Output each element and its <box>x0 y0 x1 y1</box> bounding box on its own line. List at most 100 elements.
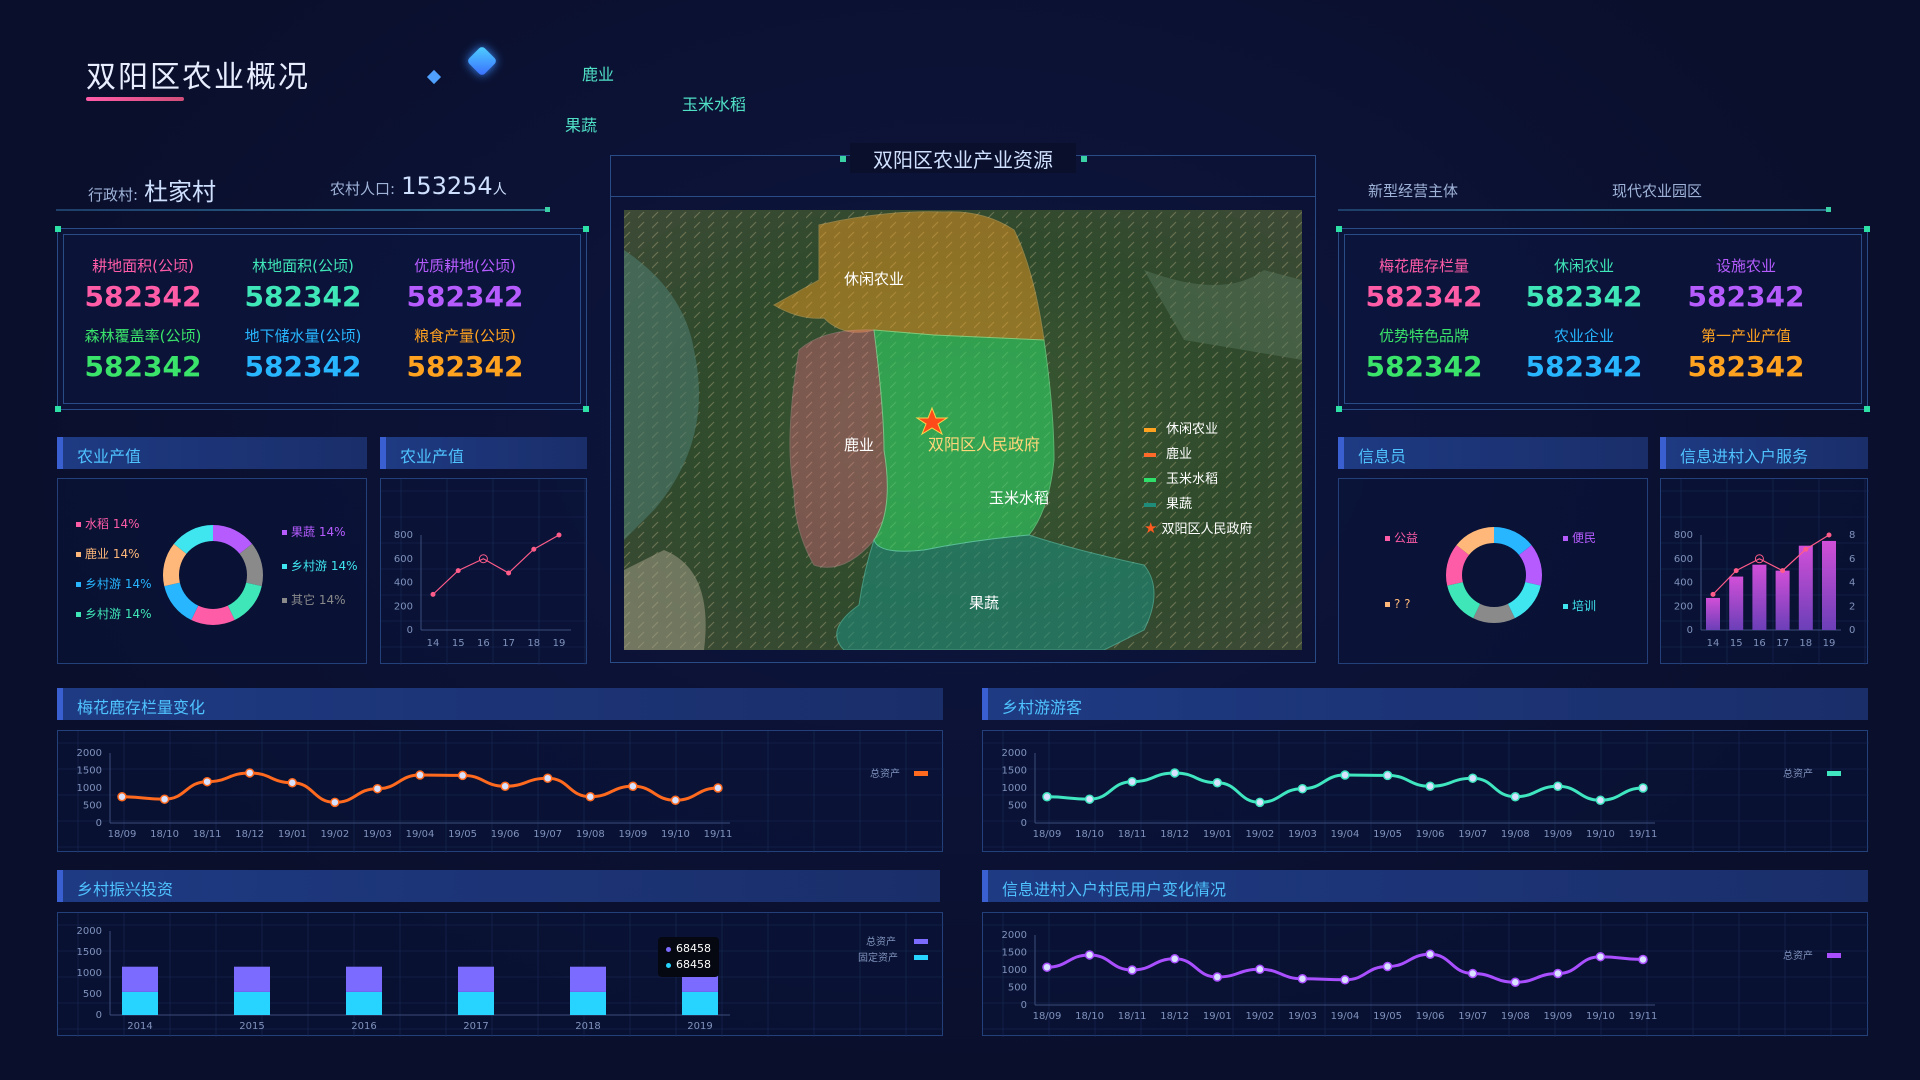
tab-modern-parks[interactable]: 现代农业园区 <box>1612 182 1703 200</box>
kpi-label: 设施农业 <box>1715 257 1776 275</box>
legend-label: 培训 <box>1572 599 1597 613</box>
x-tick-label: 14 <box>1707 638 1720 649</box>
kpi-value: 582342 <box>1365 280 1483 313</box>
donut-slice <box>1507 581 1541 619</box>
y-tick-label: 500 <box>83 801 102 812</box>
right-kpi: 设施农业 582342 <box>1671 255 1821 313</box>
right-kpi: 优势特色品牌 582342 <box>1349 325 1499 383</box>
legend-label: 鹿业 14% <box>85 547 140 561</box>
left-kpi: 森林覆盖率(公顷) 582342 <box>68 325 218 383</box>
series-line <box>432 534 560 595</box>
donut-legend-item[interactable]: 培训 <box>1563 597 1596 614</box>
revival-bar-chart: 0 500 1000 1500 2000 2014 2015 2016 2017 2018 2019… <box>57 912 944 1037</box>
x-tick-label: 19/11 <box>704 829 733 840</box>
y-tick-label: 1000 <box>1002 783 1027 794</box>
data-point <box>585 792 596 802</box>
map-legend-item[interactable]: ★ 双阳区人民政府 <box>1144 518 1252 537</box>
donut-legend-item[interactable]: 乡村游 14% <box>76 605 152 622</box>
y-tick-label: 800 <box>394 530 413 541</box>
legend-label: 总资产 <box>1783 949 1813 962</box>
data-point <box>1595 795 1606 805</box>
donut-legend-item[interactable]: 便民 <box>1563 529 1596 546</box>
line-chart-small: 0 200 400 600 800 14 15 16 17 18 19 <box>380 478 588 665</box>
x-tick-label: 18 <box>527 638 540 649</box>
satellite-map[interactable]: 休闲农业 鹿业 双阳区人民政府 玉米水稻 果蔬 <box>624 210 1302 650</box>
donut-legend-item[interactable]: 其它 14% <box>282 591 346 608</box>
data-point <box>1042 792 1052 802</box>
kpi-label: 第一产业产值 <box>1700 327 1791 345</box>
legend-label: ? ? <box>1394 597 1411 611</box>
legend-swatch <box>1144 427 1156 432</box>
data-point <box>531 546 537 552</box>
map-label-gov: 双阳区人民政府 <box>928 435 1040 454</box>
y-tick-label: 1500 <box>1002 766 1027 777</box>
data-point <box>713 783 723 793</box>
y-tick-label: 1500 <box>77 766 102 777</box>
x-tick-label: 16 <box>1753 638 1766 649</box>
legend-label: 玉米水稻 <box>1166 472 1219 487</box>
divider <box>56 209 548 211</box>
section-head-info-staff: 信息员 <box>1338 437 1648 469</box>
legend-label: 固定资产 <box>858 951 898 964</box>
right-kpi: 梅花鹿存栏量 582342 <box>1349 255 1499 313</box>
data-point <box>1255 964 1265 975</box>
x-tick-label: 19/02 <box>320 829 349 840</box>
x-tick-label: 17 <box>1776 638 1789 649</box>
kpi-label: 休闲农业 <box>1553 257 1614 275</box>
village-info: 行政村: 杜家村 <box>88 172 216 207</box>
page-title: 双阳区农业概况 <box>86 60 310 95</box>
donut-legend-item[interactable]: 乡村游 14% <box>282 557 358 574</box>
bar-chart-small: 0 200 400 600 800 0 2 4 6 8 14 15 16 17 18 19 <box>1660 478 1869 665</box>
data-point <box>455 568 461 574</box>
x-tick-label: 2016 <box>351 1021 376 1032</box>
x-tick-label: 2019 <box>687 1021 712 1032</box>
donut-slice <box>1447 581 1481 619</box>
data-point <box>430 591 436 597</box>
donut-slice <box>212 525 253 555</box>
y-tick-label: 800 <box>1674 530 1693 541</box>
y-tick-label: 400 <box>1674 578 1693 589</box>
legend-swatch <box>1144 452 1156 457</box>
donut-legend-item[interactable]: 鹿业 14% <box>76 545 140 562</box>
legend-label: 双阳区人民政府 <box>1161 522 1253 537</box>
x-tick-label: 15 <box>1730 638 1743 649</box>
map-legend-item[interactable]: 鹿业 <box>1144 443 1192 462</box>
y-tick-label: 600 <box>1674 554 1693 565</box>
donut-legend-item[interactable]: 果蔬 14% <box>282 523 346 540</box>
bar <box>1798 545 1813 630</box>
x-tick-label: 18/11 <box>193 829 222 840</box>
chart-tooltip: 68458 68458 <box>658 937 719 977</box>
x-tick-label: 2015 <box>239 1021 264 1032</box>
tab-new-operators[interactable]: 新型经营主体 <box>1368 182 1459 200</box>
donut-legend-item[interactable]: ? ? <box>1385 597 1411 611</box>
right-kpi: 第一产业产值 582342 <box>1671 325 1821 383</box>
donut-legend-item[interactable]: 乡村游 14% <box>76 575 152 592</box>
legend-swatch <box>1827 953 1841 958</box>
x-tick-label: 15 <box>452 638 465 649</box>
x-tick-label: 19/10 <box>661 829 690 840</box>
donut-slice <box>1493 527 1532 556</box>
right-kpi: 农业企业 582342 <box>1509 325 1659 383</box>
x-tick-label: 19/08 <box>576 829 605 840</box>
map-label-deer: 鹿业 <box>844 436 874 454</box>
map-legend-item[interactable]: 果蔬 <box>1144 493 1192 512</box>
x-tick-label: 19/07 <box>533 829 562 840</box>
kpi-value: 582342 <box>244 280 362 313</box>
kpi-value: 582342 <box>1525 280 1643 313</box>
donut-legend-item[interactable]: 水稻 14% <box>76 515 140 532</box>
map-legend-item[interactable]: 休闲农业 <box>1144 418 1218 437</box>
map-legend-item[interactable]: 玉米水稻 <box>1144 468 1218 487</box>
y-tick-label: 200 <box>394 601 413 612</box>
x-tick-label: 18/09 <box>108 829 137 840</box>
legend-label: 总资产 <box>866 935 896 948</box>
right-kpi-panel: 梅花鹿存栏量 582342 休闲农业 582342 设施农业 582342 优势特色品牌 58… <box>1336 226 1870 412</box>
rural-tour-line-chart: 0 500 1000 1500 2000 18/09 18/10 18/11 18/12 19/0… <box>982 730 1869 853</box>
donut-legend-item[interactable]: 公益 <box>1385 529 1418 546</box>
x-tick-label: 19/08 <box>1501 829 1530 840</box>
data-point <box>287 778 298 788</box>
x-tick-label: 19/01 <box>1203 1011 1232 1022</box>
kpi-value: 582342 <box>406 280 524 313</box>
left-kpi: 林地面积(公顷) 582342 <box>228 255 378 313</box>
section-head-agri-value: 农业产值 <box>57 437 367 469</box>
data-point <box>1553 968 1563 979</box>
